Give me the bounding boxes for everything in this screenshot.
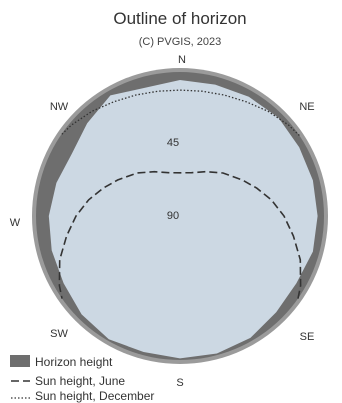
sun-path-june — [58, 170, 302, 299]
legend-label-june: Sun height, June — [35, 374, 125, 388]
chart-subtitle: (C) PVGIS, 2023 — [139, 36, 222, 48]
legend-label-december: Sun height, December — [35, 389, 154, 403]
legend-swatch-horizon — [10, 355, 30, 367]
direction-label-nw: NW — [50, 101, 69, 113]
elevation-label-45: 45 — [167, 137, 179, 149]
horizon-height-area — [48, 80, 318, 359]
direction-label-s: S — [176, 377, 183, 389]
direction-label-ne: NE — [299, 101, 314, 113]
chart-title: Outline of horizon — [113, 9, 246, 28]
legend-label-horizon: Horizon height — [35, 355, 113, 369]
sun-path-december — [60, 89, 300, 136]
legend: Horizon height Sun height, June Sun heig… — [10, 355, 154, 403]
direction-label-w: W — [10, 217, 21, 229]
direction-label-se: SE — [300, 331, 315, 343]
direction-label-sw: SW — [50, 328, 68, 340]
direction-label-n: N — [178, 54, 186, 66]
elevation-label-90: 90 — [167, 210, 179, 222]
